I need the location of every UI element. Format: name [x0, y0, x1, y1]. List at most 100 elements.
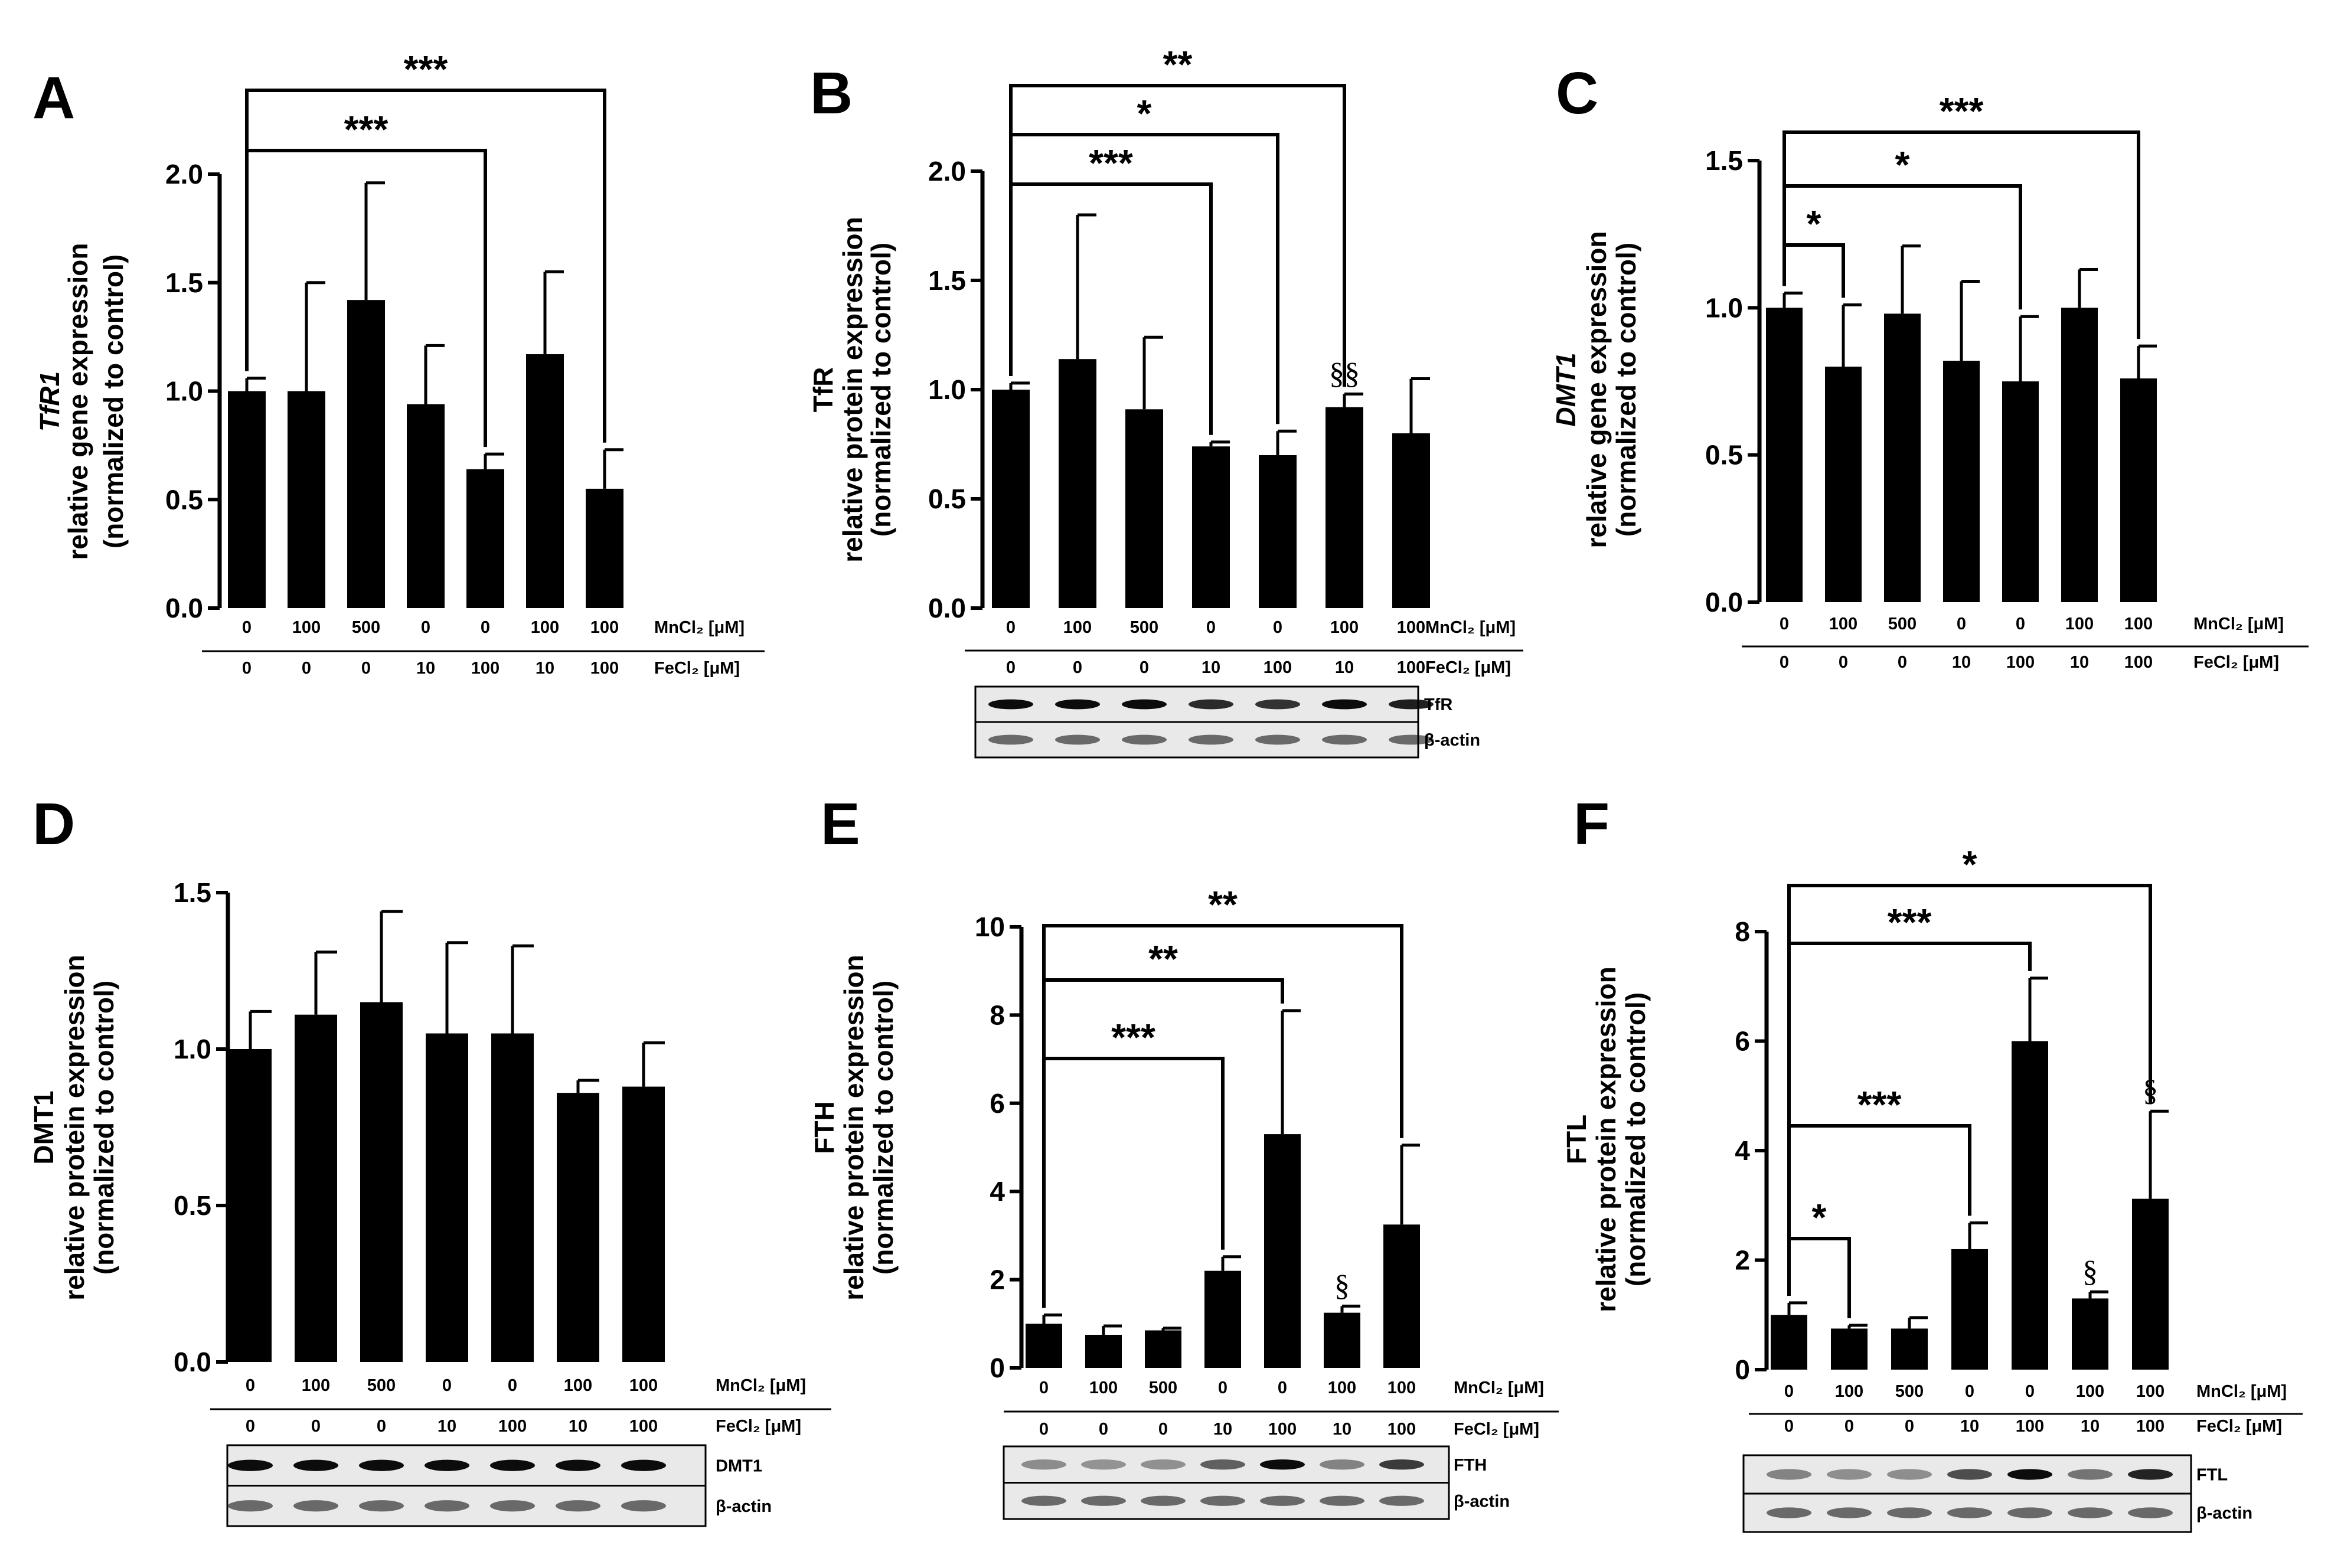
panel-letter: F [1573, 791, 1610, 857]
bar [1891, 1328, 1928, 1370]
blot-band [2007, 1507, 2052, 1518]
fecl2-value: 0 [1898, 653, 1907, 672]
mncl2-value: 500 [1130, 618, 1158, 637]
bar [1884, 313, 1921, 602]
y-tick-label: 0.5 [174, 1190, 211, 1221]
fecl2-value: 0 [1844, 1417, 1854, 1436]
mncl2-value: 0 [421, 618, 430, 637]
mncl2-value: 500 [352, 618, 380, 637]
fecl2-value: 10 [2070, 653, 2089, 672]
mncl2-value: 100 [2076, 1382, 2104, 1401]
mncl2-value: 100 [1063, 618, 1092, 637]
blot-band [359, 1459, 404, 1471]
fecl2-value: 0 [361, 659, 371, 678]
y-axis-label: relative protein expression [838, 955, 869, 1300]
fecl2-value: 0 [377, 1417, 386, 1436]
mncl2-value: 100 [590, 618, 619, 637]
significance-label: *** [344, 108, 389, 151]
y-tick-label: 2 [990, 1265, 1005, 1295]
bar [1943, 361, 1980, 602]
blot-band [556, 1459, 600, 1471]
mncl2-value: 0 [1006, 618, 1016, 637]
fecl2-value: 0 [1839, 653, 1848, 672]
y-tick-label: 1.5 [174, 877, 211, 908]
significance-label: ** [1163, 43, 1193, 86]
bar [491, 1033, 534, 1362]
bar [1766, 308, 1803, 602]
significance-label: *** [404, 48, 448, 90]
bar [2072, 1298, 2108, 1370]
y-tick-label: 0 [990, 1353, 1005, 1383]
bar [1026, 1324, 1062, 1368]
blot-band [425, 1459, 469, 1471]
blot-band [1322, 734, 1367, 745]
mncl2-value: 0 [1957, 615, 1966, 633]
mncl2-value: 500 [1888, 615, 1917, 633]
blot-band [1827, 1507, 1872, 1518]
mncl2-value: 100 [1089, 1378, 1118, 1397]
blot-band [621, 1500, 666, 1512]
bar [1771, 1315, 1807, 1370]
panel-letter: B [810, 60, 853, 126]
panel-letter: E [821, 791, 860, 857]
significance-label: *** [1111, 1016, 1155, 1059]
blot-band [228, 1500, 273, 1512]
blot-band [1887, 1507, 1932, 1518]
significance-bracket [1009, 182, 1213, 435]
blot-band [1189, 734, 1233, 745]
y-tick-label: 2.0 [928, 156, 966, 187]
y-tick-label: 0.0 [1705, 587, 1743, 618]
y-tick-label: 10 [975, 912, 1005, 942]
mncl2-value: 0 [1784, 1382, 1794, 1401]
significance-bracket [245, 89, 606, 443]
fecl2-value: 100 [2124, 653, 2153, 672]
mncl2-value: 0 [1278, 1378, 1287, 1397]
fecl2-value: 0 [1158, 1420, 1168, 1439]
blot-band [621, 1459, 666, 1471]
mncl2-value: 0 [1218, 1378, 1227, 1397]
significance-bracket [1042, 1057, 1225, 1308]
panel-letter: A [32, 65, 75, 131]
mncl2-value: 100 [292, 618, 321, 637]
bar [992, 390, 1030, 608]
significance-label: *** [1888, 901, 1932, 943]
y-axis-label: DMT1 [28, 1090, 59, 1164]
bar [2012, 1041, 2048, 1370]
fecl2-value: 10 [1202, 658, 1220, 677]
bar [2132, 1198, 2169, 1370]
blot-band [1389, 699, 1434, 710]
blot-row-label: FTH [1454, 1456, 1487, 1475]
significance-bracket [1009, 84, 1346, 387]
y-axis-label: relative gene expression [63, 243, 93, 560]
fecl2-value: 100 [1388, 1420, 1416, 1439]
bar [1059, 359, 1096, 608]
panel-letter: D [32, 791, 75, 857]
fecl2-value: 0 [1140, 658, 1149, 677]
mncl2-row-label: MnCl₂ [μM] [654, 618, 745, 637]
y-axis-label: relative protein expression [837, 217, 868, 562]
y-tick-label: 6 [990, 1088, 1005, 1119]
blot-band [1055, 699, 1100, 710]
blot-band [1827, 1469, 1872, 1480]
section-marker: §§ [1329, 357, 1360, 390]
panel-letter: C [1556, 60, 1598, 126]
blot-band [228, 1459, 273, 1471]
mncl2-value: 100 [2065, 615, 2094, 633]
fecl2-row-label: FeCl₂ [μM] [716, 1417, 801, 1436]
significance-label: *** [1089, 142, 1133, 184]
mncl2-value: 500 [367, 1376, 396, 1395]
blot-band [2128, 1469, 2173, 1480]
fecl2-value: 0 [1073, 658, 1082, 677]
fecl2-value: 100 [1397, 658, 1425, 677]
blot-band [1055, 734, 1100, 745]
bar [1259, 455, 1297, 608]
bar [1125, 409, 1163, 608]
mncl2-value: 0 [242, 618, 252, 637]
y-tick-label: 0.5 [165, 484, 203, 515]
blot-row-label: β-actin [1424, 731, 1480, 750]
blot-band [2007, 1469, 2052, 1480]
significance-label: * [1812, 1196, 1827, 1239]
mncl2-value: 100 [564, 1376, 592, 1395]
blot-band [490, 1459, 535, 1471]
mncl2-value: 0 [508, 1376, 517, 1395]
